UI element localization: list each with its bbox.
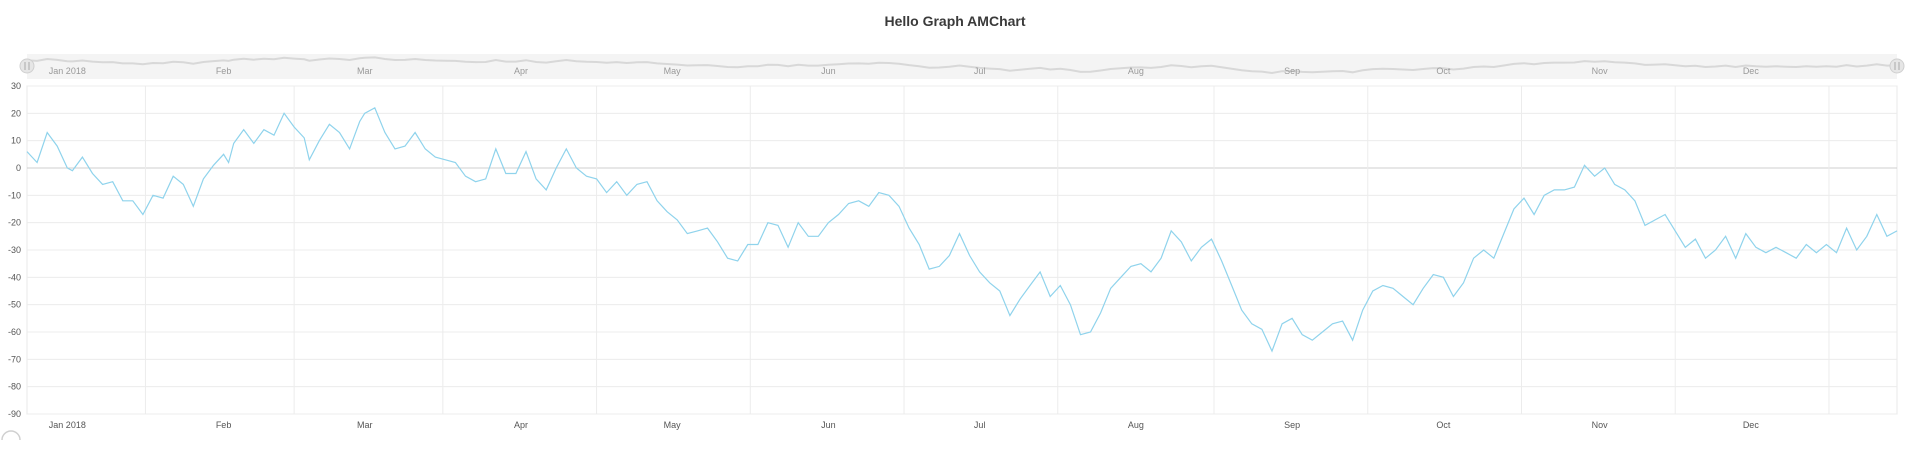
- y-tick-label: 0: [16, 163, 21, 173]
- grip-circle-icon[interactable]: [19, 58, 35, 74]
- y-tick-label: -50: [8, 300, 21, 310]
- chart-grid: [26, 85, 1898, 415]
- scrollbar-tick-label: Nov: [1592, 66, 1609, 76]
- y-axis: 30 20 10 0 -10 -20 -30 -40 -50 -60 -70 -80 -90: [8, 81, 21, 419]
- x-tick-label: Jan 2018: [49, 420, 86, 430]
- chart-scrollbar[interactable]: Jan 2018 Feb Mar Apr May Jun Jul Aug Sep Oct Nov De…: [19, 54, 1905, 79]
- scrollbar-tick-label: Oct: [1436, 66, 1451, 76]
- x-tick-label: Aug: [1128, 420, 1144, 430]
- x-tick-label: Feb: [216, 420, 232, 430]
- x-tick-label: Jun: [821, 420, 836, 430]
- scrollbar-tick-label: Mar: [357, 66, 373, 76]
- corner-zoom-icon[interactable]: [1, 430, 21, 441]
- scrollbar-start-grip[interactable]: [19, 58, 35, 74]
- y-tick-label: -40: [8, 272, 21, 282]
- x-tick-label: Mar: [357, 420, 373, 430]
- y-tick-label: -80: [8, 382, 21, 392]
- grip-circle-icon[interactable]: [1889, 58, 1905, 74]
- scrollbar-tick-label: Feb: [216, 66, 232, 76]
- scrollbar-tick-label: Aug: [1128, 66, 1144, 76]
- x-tick-label: Oct: [1436, 420, 1451, 430]
- y-tick-label: -60: [8, 327, 21, 337]
- y-tick-label: 30: [11, 81, 21, 91]
- x-tick-label: Sep: [1284, 420, 1300, 430]
- scrollbar-tick-label: Dec: [1743, 66, 1760, 76]
- x-tick-label: Apr: [514, 420, 528, 430]
- y-tick-label: -70: [8, 354, 21, 364]
- y-tick-label: -90: [8, 409, 21, 419]
- scrollbar-tick-label: Jun: [821, 66, 836, 76]
- x-tick-label: Dec: [1743, 420, 1760, 430]
- scrollbar-tick-label: Jul: [974, 66, 986, 76]
- scrollbar-preview-line: [26, 56, 1898, 75]
- series-line: [26, 107, 1898, 353]
- scrollbar-end-grip[interactable]: [1889, 58, 1905, 74]
- chart-title: Hello Graph AMChart: [884, 13, 1026, 29]
- zoom-out-icon[interactable]: [1, 430, 21, 441]
- x-tick-label: May: [664, 420, 682, 430]
- y-tick-label: 20: [11, 108, 21, 118]
- x-axis: Jan 2018 Feb Mar Apr May Jun Jul Aug Sep Oct Nov De…: [49, 420, 1760, 430]
- y-tick-label: 10: [11, 136, 21, 146]
- scrollbar-tick-label: Sep: [1284, 66, 1300, 76]
- scrollbar-tick-label: May: [664, 66, 682, 76]
- x-tick-label: Jul: [974, 420, 986, 430]
- scrollbar-tick-label: Jan 2018: [49, 66, 86, 76]
- y-tick-label: -10: [8, 190, 21, 200]
- x-tick-label: Nov: [1592, 420, 1609, 430]
- y-tick-label: -30: [8, 245, 21, 255]
- y-tick-label: -20: [8, 218, 21, 228]
- scrollbar-tick-label: Apr: [514, 66, 528, 76]
